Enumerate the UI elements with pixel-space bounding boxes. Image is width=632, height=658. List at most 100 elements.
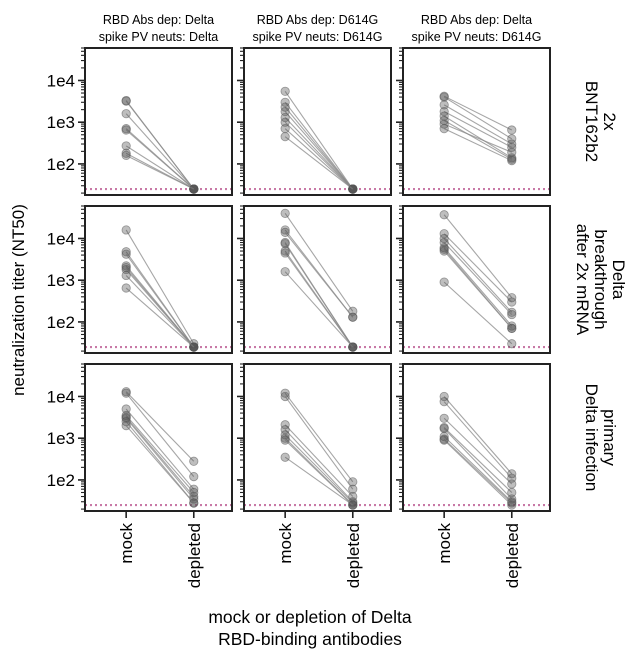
pair-line bbox=[125, 391, 195, 462]
depleted-point bbox=[507, 487, 517, 498]
pair-line bbox=[443, 111, 513, 148]
panel-r3-c2: mock depleted bbox=[237, 363, 392, 588]
pair-line bbox=[443, 427, 513, 493]
column-title-1-line-2: spike PV neuts: Delta bbox=[99, 30, 219, 44]
pair-line bbox=[125, 275, 195, 348]
depleted-point bbox=[507, 500, 517, 510]
y-tick-label: 1e2 bbox=[47, 471, 75, 490]
depleted-point bbox=[189, 184, 199, 194]
panel-data bbox=[280, 388, 358, 510]
mock-point bbox=[121, 150, 131, 161]
mock-point bbox=[439, 423, 449, 434]
x-tick-label-mock: mock bbox=[276, 523, 295, 564]
pair-line bbox=[284, 271, 354, 348]
pair-line bbox=[284, 213, 354, 312]
mock-point bbox=[439, 124, 449, 134]
mock-point bbox=[121, 413, 131, 423]
mock-point bbox=[439, 391, 449, 402]
pair-line bbox=[443, 436, 513, 503]
panel-frame bbox=[243, 363, 392, 512]
pair-line bbox=[284, 117, 354, 190]
panel-data bbox=[439, 91, 517, 166]
pair-line bbox=[443, 95, 513, 131]
pair-line bbox=[443, 396, 513, 475]
panel-frame bbox=[243, 47, 392, 196]
mock-point bbox=[280, 227, 290, 237]
mock-point bbox=[280, 239, 290, 249]
panel-r1-c2 bbox=[237, 47, 392, 196]
pair-line bbox=[125, 100, 195, 190]
panel-frame bbox=[402, 47, 551, 196]
mock-point bbox=[439, 100, 449, 110]
mock-point bbox=[439, 435, 449, 445]
panel-r3-c3: mock depleted bbox=[396, 363, 551, 588]
depleted-point bbox=[507, 142, 517, 152]
pair-line bbox=[443, 115, 513, 159]
panel-r1-c3 bbox=[396, 47, 551, 196]
depleted-point bbox=[189, 342, 199, 352]
column-title-2-line-2: spike PV neuts: D614G bbox=[253, 30, 383, 44]
mock-point bbox=[121, 225, 131, 235]
x-axis-label-line-2: RBD-binding antibodies bbox=[218, 629, 402, 649]
panel-frame bbox=[84, 363, 233, 512]
mock-point bbox=[121, 388, 131, 398]
row-label-1-line-1: 2x bbox=[600, 113, 619, 131]
panel-frame bbox=[402, 205, 551, 354]
mock-point bbox=[280, 97, 290, 107]
pair-line bbox=[284, 429, 354, 503]
x-tick-label-mock: mock bbox=[435, 523, 454, 564]
depleted-point bbox=[348, 484, 358, 494]
pair-line bbox=[443, 238, 513, 313]
panel-data bbox=[439, 391, 517, 510]
column-title-1-line-1: RBD Abs dep: Delta bbox=[103, 13, 214, 27]
mock-point bbox=[280, 248, 290, 258]
mock-point bbox=[280, 430, 290, 440]
pair-line bbox=[443, 250, 513, 329]
column-title-2-line-1: RBD Abs dep: D614G bbox=[257, 13, 379, 27]
pair-line bbox=[125, 415, 195, 493]
panel-r2-c2 bbox=[237, 205, 392, 354]
row-label-2-line-1: Delta bbox=[609, 260, 628, 300]
pair-line bbox=[284, 90, 354, 190]
y-tick-label: 1e3 bbox=[47, 429, 75, 448]
panel-data bbox=[121, 387, 199, 508]
panel-data bbox=[280, 86, 358, 194]
depleted-point bbox=[348, 498, 358, 508]
x-tick-label-depleted: depleted bbox=[185, 523, 204, 588]
mock-point bbox=[121, 96, 131, 106]
mock-point bbox=[121, 247, 131, 257]
pair-line bbox=[125, 269, 195, 348]
mock-point bbox=[280, 86, 290, 96]
depleted-point bbox=[348, 184, 358, 194]
mock-point bbox=[121, 270, 131, 281]
pair-line bbox=[443, 96, 513, 140]
depleted-point bbox=[507, 297, 517, 307]
pair-line bbox=[125, 417, 195, 500]
pair-line bbox=[125, 425, 195, 504]
x-tick-label-depleted: depleted bbox=[503, 523, 522, 588]
depleted-point bbox=[189, 456, 199, 466]
depleted-point bbox=[189, 484, 199, 494]
mock-point bbox=[121, 148, 131, 158]
pair-line bbox=[125, 253, 195, 348]
panel-frame bbox=[84, 47, 233, 196]
mock-point bbox=[280, 132, 290, 142]
depleted-point bbox=[507, 321, 517, 331]
pair-line bbox=[443, 119, 513, 160]
mock-point bbox=[280, 267, 290, 277]
panel-frame bbox=[84, 205, 233, 354]
pair-line bbox=[284, 232, 354, 318]
panel-r2-c3 bbox=[396, 205, 551, 354]
mock-point bbox=[280, 225, 290, 235]
y-axis-label: neutralization titer (NT50) bbox=[9, 204, 28, 396]
pair-line bbox=[443, 247, 513, 327]
depleted-point bbox=[348, 312, 358, 322]
depleted-point bbox=[507, 125, 517, 135]
pair-line bbox=[443, 214, 513, 299]
mock-point bbox=[121, 125, 131, 135]
row-label-2-line-3: after 2x mRNA bbox=[573, 224, 592, 336]
pair-line bbox=[443, 428, 513, 500]
